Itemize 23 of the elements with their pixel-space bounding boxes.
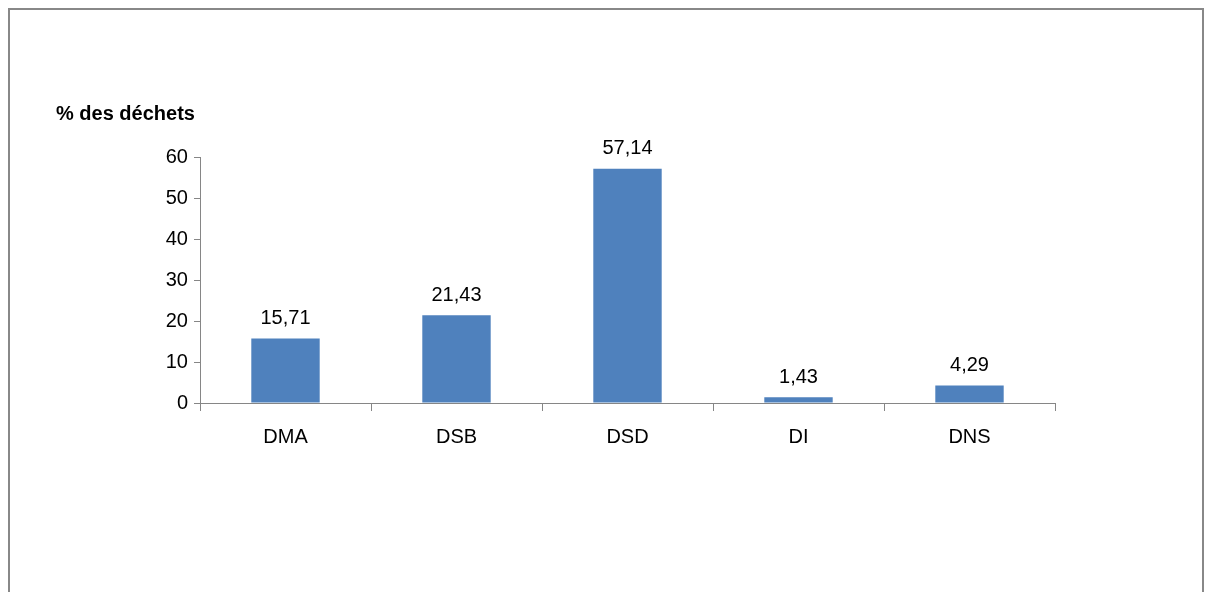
y-tick-label: 0 bbox=[176, 390, 188, 413]
x-tick-label: DNS bbox=[948, 424, 991, 447]
y-tick-label: 30 bbox=[165, 267, 188, 290]
data-label: 15,71 bbox=[260, 306, 311, 329]
x-tick-label: DSB bbox=[435, 424, 478, 447]
x-tick-label: DI bbox=[788, 424, 809, 447]
data-label: 57,14 bbox=[602, 136, 653, 159]
data-label: 1,43 bbox=[779, 364, 818, 387]
bar bbox=[422, 315, 491, 403]
bar bbox=[935, 385, 1004, 403]
data-label: 4,29 bbox=[950, 352, 989, 375]
y-tick-label: 20 bbox=[165, 308, 188, 331]
y-tick-label: 10 bbox=[165, 349, 188, 372]
bar bbox=[251, 338, 320, 403]
y-axis-title: % des déchets bbox=[56, 101, 195, 124]
data-label: 21,43 bbox=[431, 282, 482, 305]
x-tick-label: DMA bbox=[263, 424, 309, 447]
y-tick-label: 60 bbox=[165, 144, 188, 167]
x-tick-label: DSD bbox=[606, 424, 649, 447]
y-tick-label: 50 bbox=[165, 185, 188, 208]
bar bbox=[593, 168, 662, 403]
bar bbox=[764, 397, 833, 403]
y-tick-label: 40 bbox=[165, 226, 188, 249]
